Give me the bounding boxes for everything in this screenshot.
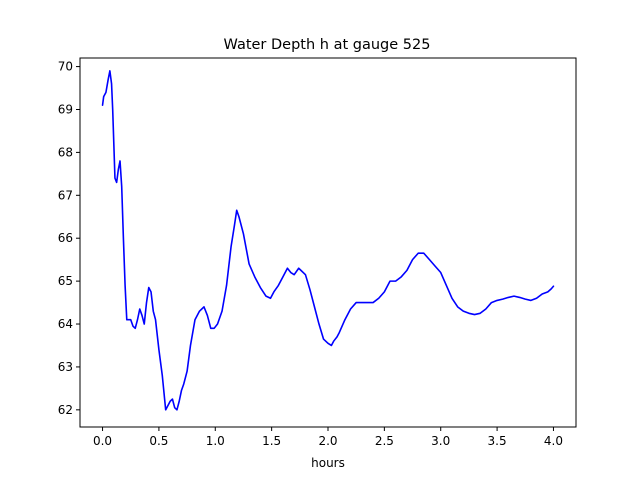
x-tick-label: 0.0 (93, 434, 112, 448)
x-tick-label: 2.0 (318, 434, 337, 448)
x-axis-label: hours (311, 456, 345, 470)
x-tick-label: 1.0 (206, 434, 225, 448)
y-tick-label: 64 (58, 317, 73, 331)
y-tick-label: 62 (58, 403, 73, 417)
plot-area (79, 57, 577, 428)
y-tick-label: 66 (58, 231, 73, 245)
x-tick-label: 2.5 (375, 434, 394, 448)
y-tick-label: 70 (58, 60, 73, 74)
y-tick-label: 69 (58, 102, 73, 116)
y-tick-label: 65 (58, 274, 73, 288)
x-tick-label: 4.0 (544, 434, 563, 448)
plot-frame (79, 57, 577, 428)
chart-title: Water Depth h at gauge 525 (224, 37, 431, 53)
series-line (101, 70, 555, 411)
x-tick-label: 0.5 (149, 434, 168, 448)
y-tick-label: 67 (58, 188, 73, 202)
x-tick-label: 3.5 (488, 434, 507, 448)
y-tick-label: 68 (58, 145, 73, 159)
x-axis: 0.0 0.5 1.0 1.5 2.0 2.5 3.0 3.5 4.0 (93, 427, 563, 448)
x-tick-label: 1.5 (262, 434, 281, 448)
y-axis: 62 63 64 65 66 67 68 69 70 (58, 60, 80, 417)
y-tick-label: 63 (58, 360, 73, 374)
x-tick-label: 3.0 (431, 434, 450, 448)
